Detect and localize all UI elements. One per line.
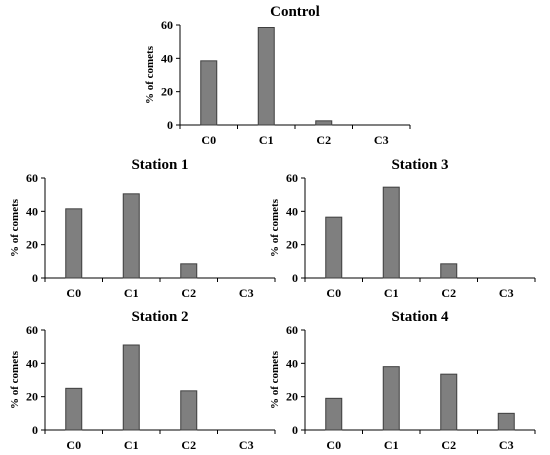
y-tick-label: 20 [286, 390, 298, 404]
chart-title: Station 1 [131, 157, 188, 173]
y-tick-label: 40 [286, 356, 298, 370]
y-tick-label: 0 [292, 271, 298, 285]
chart-panel-station-4: Station 4 % of comets 0 20 40 60 C0 C1 C2 C3 [269, 309, 536, 452]
y-axis-label: % of comets [9, 350, 21, 409]
bar-c1 [382, 186, 400, 279]
y-tick-label: 20 [26, 238, 38, 252]
x-tick-label: C3 [374, 133, 389, 147]
bar-c2 [315, 120, 333, 126]
y-tick-label: 0 [32, 423, 38, 437]
chart-title: Station 4 [391, 309, 449, 325]
y-tick-label: 0 [32, 271, 38, 285]
x-tick-label: C0 [66, 438, 81, 452]
y-tick-label: 40 [286, 204, 298, 218]
chart-title: Station 3 [391, 157, 448, 173]
x-tick-label: C3 [239, 286, 254, 300]
bar-c1 [122, 344, 140, 431]
x-tick-label: C2 [441, 438, 456, 452]
y-tick-label: 40 [26, 356, 38, 370]
bar-c0 [325, 397, 343, 431]
bar-c3 [497, 412, 515, 431]
bar-c1 [122, 193, 140, 279]
bar-c2 [440, 373, 458, 431]
x-tick-label: C0 [201, 133, 216, 147]
x-tick-label: C2 [441, 286, 456, 300]
x-tick-label: C3 [499, 286, 514, 300]
x-tick-label: C2 [316, 133, 331, 147]
bar-c0 [200, 60, 218, 126]
chart-panel-control: Control % of comets 0 20 40 60 C0 C1 C2 C3 [144, 4, 411, 147]
bar-c0 [65, 208, 83, 279]
x-tick-label: C1 [124, 286, 139, 300]
bar-c1 [382, 366, 400, 431]
bar-c2 [440, 263, 458, 279]
x-tick-label: C3 [499, 438, 514, 452]
bar-c2 [180, 263, 198, 279]
y-tick-label: 20 [286, 238, 298, 252]
y-axis-label: % of comets [144, 45, 156, 104]
chart-title: Control [270, 4, 320, 20]
bar-c0 [65, 387, 83, 431]
x-tick-label: C2 [181, 286, 196, 300]
x-tick-label: C1 [384, 438, 399, 452]
y-tick-label: 20 [26, 390, 38, 404]
x-tick-label: C1 [259, 133, 274, 147]
y-tick-label: 60 [286, 323, 298, 337]
y-tick-label: 0 [292, 423, 298, 437]
y-tick-label: 60 [161, 18, 173, 32]
y-tick-label: 60 [26, 171, 38, 185]
x-tick-label: C0 [66, 286, 81, 300]
x-tick-label: C1 [384, 286, 399, 300]
x-tick-label: C1 [124, 438, 139, 452]
y-tick-label: 0 [167, 118, 173, 132]
y-tick-label: 40 [26, 204, 38, 218]
x-tick-label: C2 [181, 438, 196, 452]
y-axis-label: % of comets [269, 350, 281, 409]
bar-c0 [325, 216, 343, 279]
x-tick-label: C0 [326, 438, 341, 452]
y-tick-label: 40 [161, 51, 173, 65]
y-tick-label: 60 [26, 323, 38, 337]
y-axis-label: % of comets [9, 198, 21, 257]
chart-title: Station 2 [131, 309, 188, 325]
chart-panel-station-2: Station 2 % of comets 0 20 40 60 C0 C1 C2 C3 [9, 309, 276, 452]
bar-c2 [180, 390, 198, 431]
y-tick-label: 20 [161, 85, 173, 99]
y-tick-label: 60 [286, 171, 298, 185]
x-tick-label: C3 [239, 438, 254, 452]
bar-c1 [257, 27, 275, 126]
y-axis-label: % of comets [269, 198, 281, 257]
x-tick-label: C0 [326, 286, 341, 300]
chart-panel-station-1: Station 1 % of comets 0 20 40 60 C0 C1 C2 C3 [9, 157, 276, 300]
chart-panel-station-3: Station 3 % of comets 0 20 40 60 C0 C1 C2 C3 [269, 157, 536, 300]
